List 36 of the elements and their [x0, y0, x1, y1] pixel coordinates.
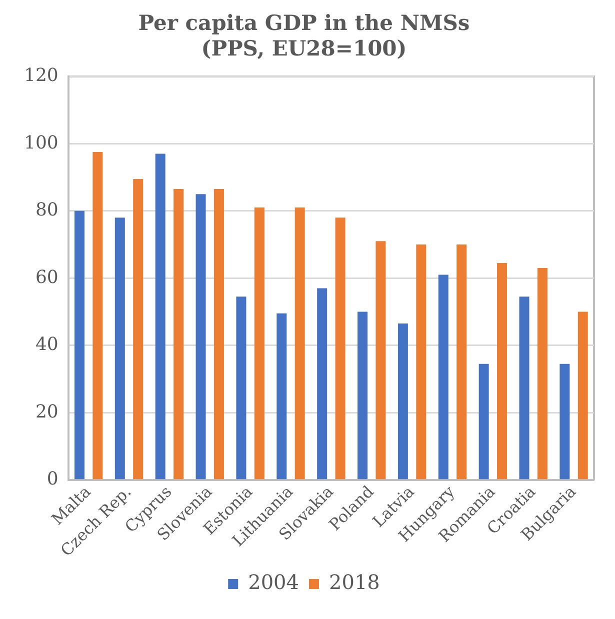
bar: [335, 218, 346, 480]
bar: [294, 208, 305, 480]
bar: [74, 210, 84, 480]
bar: [560, 364, 570, 480]
bar: [416, 244, 426, 480]
bar: [519, 296, 530, 480]
bar: [92, 152, 103, 480]
bar: [578, 312, 588, 480]
bar: [537, 268, 548, 480]
bar: [398, 324, 408, 480]
y-tick-label: 40: [35, 334, 58, 356]
y-tick-label: 80: [35, 200, 58, 221]
bar: [114, 218, 125, 480]
bar: [133, 178, 144, 480]
chart-title: Per capita GDP in the NMSs (PPS, EU28=100): [138, 10, 470, 60]
y-tick-label: 100: [24, 132, 58, 154]
bar: [497, 262, 508, 480]
bar: [456, 244, 467, 480]
bar: [358, 312, 368, 480]
bar: [438, 274, 448, 480]
bar: [196, 194, 206, 480]
bar: [478, 364, 489, 480]
y-tick-label: 120: [24, 65, 58, 86]
bar: [254, 208, 264, 480]
bar: [236, 296, 246, 480]
y-tick-label: 60: [35, 266, 58, 288]
bar: [376, 241, 386, 480]
legend-label: 2018: [329, 570, 380, 594]
y-tick-label: 0: [46, 468, 58, 490]
bar: [317, 288, 328, 480]
bar: [276, 313, 287, 480]
y-tick-label: 20: [35, 401, 58, 422]
bar: [214, 189, 224, 480]
legend-label: 2004: [248, 570, 300, 594]
bar: [174, 189, 184, 480]
bar: [155, 154, 166, 480]
